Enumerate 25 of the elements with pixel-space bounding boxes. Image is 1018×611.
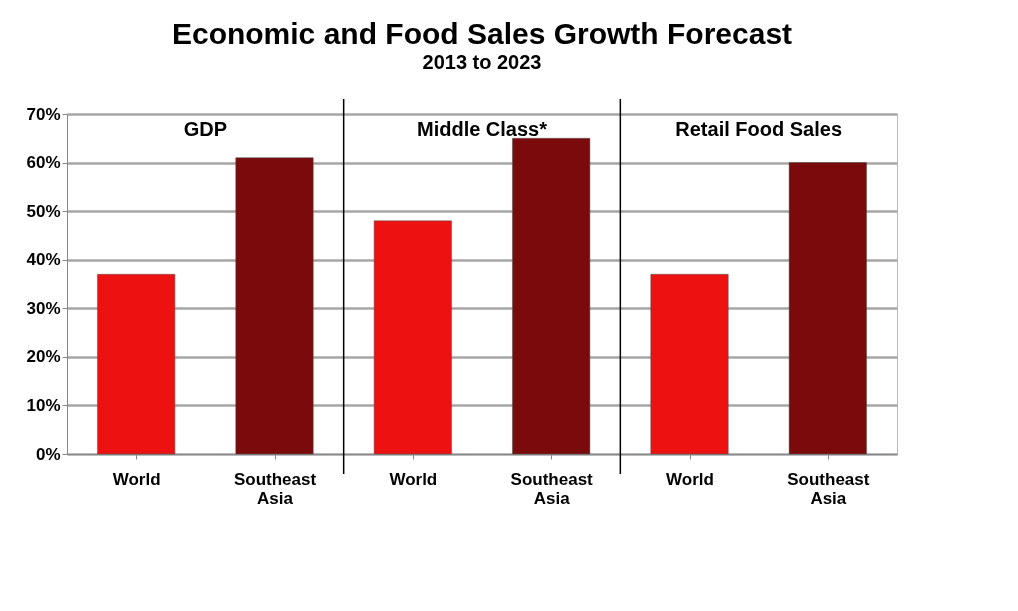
- y-tick-label: 0%: [35, 444, 61, 464]
- y-tick-label: 70%: [26, 104, 61, 124]
- annotation: Middle Class*: [416, 118, 548, 140]
- x-tick-label: Southeast Asia: [510, 469, 594, 508]
- y-tick-label: 30%: [26, 298, 61, 318]
- y-tick-label: 50%: [26, 201, 61, 221]
- bar: [512, 138, 591, 455]
- x-tick-label: World: [666, 469, 714, 489]
- y-tick-label: 40%: [26, 250, 61, 270]
- bar: [97, 274, 176, 455]
- y-tick-label: 10%: [26, 395, 61, 415]
- chart-title: Economic and Food Sales Growth Forecast: [171, 17, 793, 51]
- y-tick-label: 60%: [26, 153, 61, 173]
- chart-subtitle: 2013 to 2023: [422, 51, 542, 74]
- bar: [373, 220, 452, 455]
- y-tick-label: 20%: [26, 347, 61, 367]
- bar: [235, 157, 314, 455]
- bar: [788, 162, 867, 455]
- x-tick-label: World: [112, 469, 161, 489]
- bar: [650, 274, 729, 455]
- x-tick-label: Southeast Asia: [233, 469, 317, 508]
- annotation: Retail Food Sales: [675, 118, 843, 140]
- x-tick-label: World: [389, 469, 438, 489]
- x-tick-label: Southeast Asia: [787, 469, 870, 508]
- annotation: GDP: [183, 118, 228, 140]
